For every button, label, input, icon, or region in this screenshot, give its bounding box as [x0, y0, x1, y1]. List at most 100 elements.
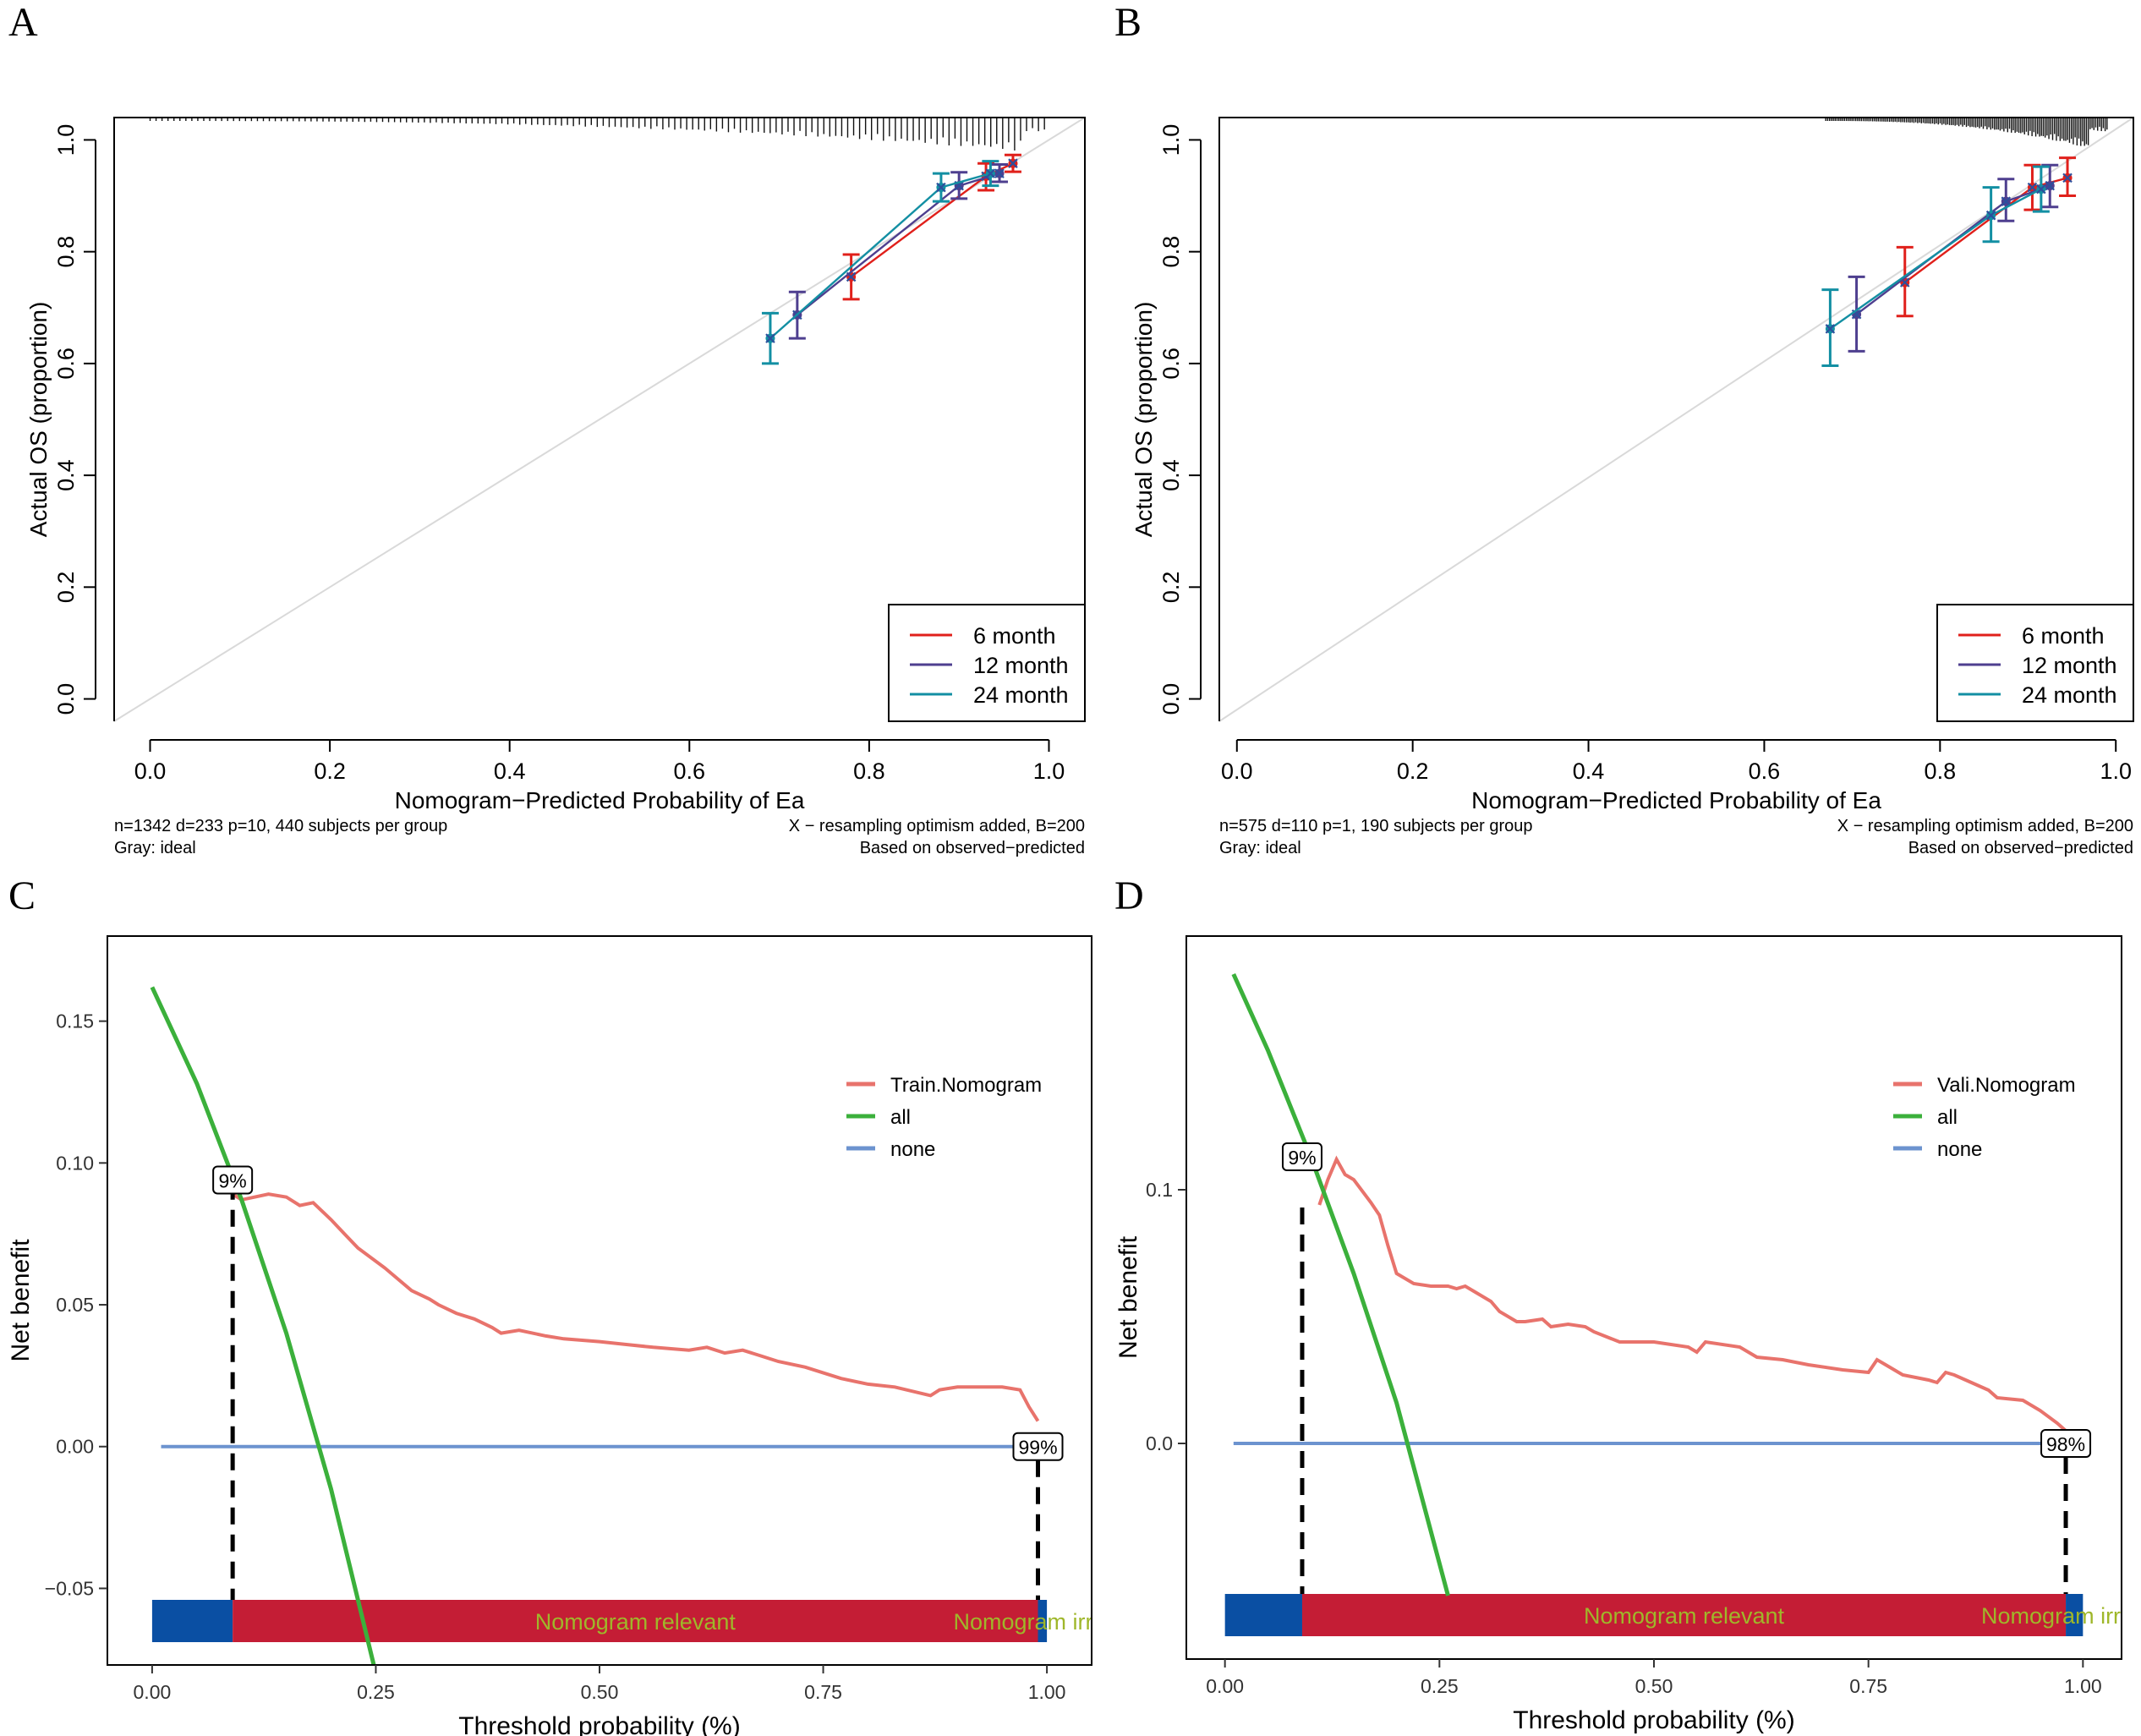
- calibration-panel-a: 0.0 0.2 0.4 0.6 0.8 1.0 0.0 0.2 0.4 0.6 0.8 1.0 Nomo…: [25, 117, 1086, 857]
- x-tick-label: 1.00: [1028, 1681, 1066, 1703]
- x-tick-label: 0.2: [1397, 758, 1429, 784]
- x-tick-label: 0.4: [1573, 758, 1605, 784]
- y-tick-label: 0.1: [1146, 1179, 1173, 1201]
- series-all-line: [150, 986, 376, 1665]
- x-tick-label: 1.00: [2064, 1675, 2102, 1697]
- ideal-line: [113, 117, 1086, 722]
- x-axis: 0.0 0.2 0.4 0.6 0.8 1.0: [134, 739, 1065, 784]
- legend: Train.Nomogram all none: [846, 1074, 1042, 1161]
- y-tick-label: 1.0: [53, 124, 79, 156]
- panel-letter-d: D: [1114, 873, 1144, 918]
- y-axis: 0.0 0.2 0.4 0.6 0.8 1.0: [1158, 124, 1202, 715]
- x-tick-label: 0.00: [134, 1681, 172, 1703]
- relevance-bar-segment: [1224, 1594, 1302, 1636]
- legend-label: none: [890, 1138, 935, 1161]
- y-axis-title: Actual OS (proportion): [25, 302, 52, 538]
- x-tick-label: 0.8: [1925, 758, 1957, 784]
- optimism-x-marker: [2045, 180, 2056, 191]
- legend-label: 12 month: [2022, 653, 2117, 678]
- relevance-bar: Nomogram relevant Nomogram irrelevant: [151, 1600, 1168, 1642]
- relevance-bar-segment: [151, 1600, 233, 1642]
- legend-label: Vali.Nomogram: [1937, 1074, 2076, 1097]
- legend: 6 month 12 month 24 month: [888, 604, 1086, 722]
- y-tick-label: 0.6: [53, 348, 79, 380]
- y-tick-label: −0.05: [45, 1577, 94, 1599]
- bar-label-relevant: Nomogram relevant: [1584, 1603, 1785, 1629]
- optimism-x-marker: [765, 333, 775, 343]
- plot-area: Nomogram relevant Nomogram irrelevant: [150, 986, 1168, 1665]
- y-axis: 0.0 0.1: [1146, 1179, 1186, 1454]
- prediction-rug: [149, 118, 1045, 151]
- threshold-label: 9%: [1288, 1147, 1316, 1169]
- footnote-left: Gray: ideal: [114, 839, 196, 857]
- legend-label: 24 month: [2022, 682, 2117, 708]
- y-tick-label: 0.10: [56, 1152, 94, 1174]
- bar-label-relevant: Nomogram relevant: [535, 1609, 736, 1635]
- optimism-x-marker: [936, 182, 946, 193]
- y-axis-title: Net benefit: [1114, 1235, 1142, 1359]
- dca-panel-c: Nomogram relevant Nomogram irrelevant 9% 99…: [7, 935, 1168, 1736]
- y-tick-label: 0.0: [1158, 683, 1184, 715]
- legend-label: 12 month: [973, 653, 1069, 678]
- plot-area: Nomogram relevant Nomogram irrelevant: [1224, 972, 2122, 1636]
- footnote-left: n=1342 d=233 p=10, 440 subjects per grou…: [114, 817, 447, 835]
- relevance-bar-segment: [1038, 1600, 1048, 1642]
- optimism-x-marker: [985, 168, 996, 178]
- plot-frame: [1218, 117, 2134, 721]
- optimism-x-marker: [2036, 183, 2046, 194]
- threshold-label-box: [1012, 1432, 1064, 1461]
- series-nomogram-line: [1317, 1155, 2067, 1432]
- optimism-x-marker: [1008, 158, 1018, 168]
- plot-frame: [113, 117, 1086, 721]
- legend: 6 month 12 month 24 month: [1936, 604, 2134, 722]
- x-tick-label: 0.75: [804, 1681, 842, 1703]
- series-6-month: [842, 153, 1021, 301]
- footnote-left: Gray: ideal: [1219, 839, 1301, 857]
- y-tick-label: 0.8: [1158, 236, 1184, 268]
- legend-box: [888, 604, 1086, 722]
- x-axis-title: Nomogram−Predicted Probability of Ea: [1471, 787, 1881, 813]
- x-tick-label: 0.0: [1221, 758, 1253, 784]
- x-tick-label: 0.0: [134, 758, 167, 784]
- series-nomogram-line: [232, 1192, 1040, 1422]
- footnote-right: X − resampling optimism added, B=200: [1837, 817, 2133, 835]
- series-24-month: [1821, 165, 2050, 368]
- y-tick-label: 0.00: [56, 1436, 94, 1458]
- legend-label: none: [1937, 1138, 1982, 1161]
- x-axis-title: Threshold probability (%): [458, 1712, 740, 1736]
- y-tick-label: 0.4: [1158, 459, 1184, 491]
- optimism-x-marker: [1825, 324, 1836, 334]
- y-tick-label: 0.6: [1158, 348, 1184, 380]
- x-tick-label: 0.25: [357, 1681, 395, 1703]
- footnote-left: n=575 d=110 p=1, 190 subjects per group: [1219, 817, 1532, 835]
- legend-label: 6 month: [2022, 623, 2105, 649]
- panel-letter-c: C: [8, 873, 36, 918]
- y-tick-label: 0.15: [56, 1010, 94, 1032]
- legend-box: [1936, 604, 2134, 722]
- x-tick-label: 0.50: [1635, 1675, 1673, 1697]
- relevance-bar-segment: [2066, 1594, 2084, 1636]
- y-tick-label: 0.05: [56, 1294, 94, 1316]
- legend-label: 6 month: [973, 623, 1056, 649]
- threshold-label: 99%: [1018, 1437, 1057, 1459]
- y-tick-label: 0.4: [53, 459, 79, 491]
- calibration-panel-b: 0.0 0.2 0.4 0.6 0.8 1.0 0.0 0.2 0.4 0.6 0.8 1.0 Nomo…: [1131, 117, 2134, 857]
- y-tick-label: 1.0: [1158, 124, 1184, 156]
- y-tick-label: 0.8: [53, 236, 79, 268]
- legend-label: 24 month: [973, 682, 1069, 708]
- y-axis: 0.0 0.2 0.4 0.6 0.8 1.0: [53, 124, 96, 715]
- y-tick-label: 0.2: [53, 572, 79, 604]
- bar-label-irrelevant: Nomogram irrelevant: [954, 1609, 1168, 1635]
- x-tick-label: 0.50: [581, 1681, 619, 1703]
- optimism-x-marker: [994, 168, 1005, 178]
- x-axis: 0.00 0.25 0.50 0.75 1.00: [134, 1665, 1066, 1703]
- x-tick-label: 0.2: [314, 758, 346, 784]
- relevance-bar-segment: [1301, 1594, 2067, 1636]
- threshold-label-box: [212, 1165, 254, 1195]
- y-tick-label: 0.0: [53, 683, 79, 715]
- threshold-label-box: [2040, 1429, 2092, 1458]
- x-axis: 0.0 0.2 0.4 0.6 0.8 1.0: [1221, 739, 2132, 784]
- optimism-x-marker: [1985, 210, 1996, 221]
- panel-letter-a: A: [8, 0, 38, 45]
